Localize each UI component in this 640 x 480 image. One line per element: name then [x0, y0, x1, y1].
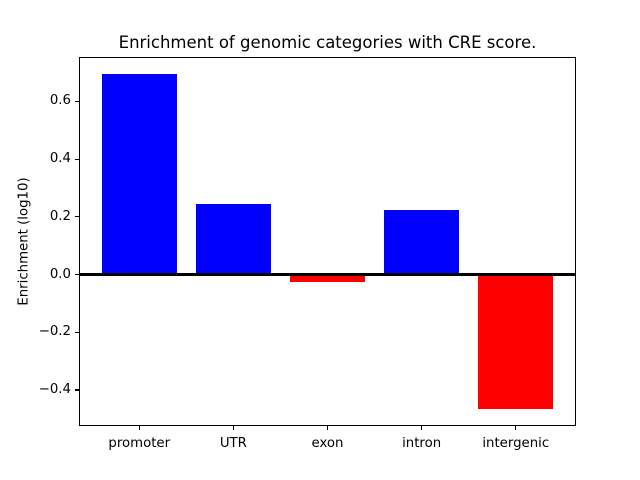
y-tick-mark — [75, 331, 79, 333]
x-tick-label-intergenic: intergenic — [482, 436, 550, 451]
x-tick-label-UTR: UTR — [219, 436, 247, 451]
bar-exon — [289, 274, 366, 282]
x-tick-mark — [421, 426, 423, 430]
x-tick-mark — [232, 426, 234, 430]
zero-line — [79, 273, 576, 277]
chart-title: Enrichment of genomic categories with CR… — [118, 33, 537, 52]
x-tick-mark — [138, 426, 140, 430]
y-tick-mark — [75, 389, 79, 391]
x-tick-mark — [326, 426, 329, 430]
bar-promoter — [101, 74, 177, 275]
y-tick-label: 0.6 — [49, 93, 71, 109]
y-tick-mark — [75, 158, 79, 160]
bar-UTR — [195, 203, 272, 275]
y-tick-label: 0.4 — [49, 151, 71, 167]
y-tick-mark — [75, 216, 79, 218]
x-tick-label-intron: intron — [402, 436, 442, 451]
bar-intron — [383, 209, 460, 275]
bar-intergenic — [478, 274, 554, 409]
x-tick-label-exon: exon — [311, 436, 344, 451]
y-tick-label: 0.0 — [49, 266, 71, 282]
y-tick-mark — [75, 273, 79, 276]
y-tick-mark — [75, 100, 79, 103]
x-tick-label-promoter: promoter — [108, 436, 171, 451]
y-axis-label: Enrichment (log10) — [16, 177, 32, 306]
y-tick-label: 0.2 — [49, 208, 71, 224]
y-tick-label: −0.2 — [38, 324, 71, 340]
x-tick-mark — [515, 426, 517, 430]
y-tick-label: −0.4 — [38, 381, 71, 397]
